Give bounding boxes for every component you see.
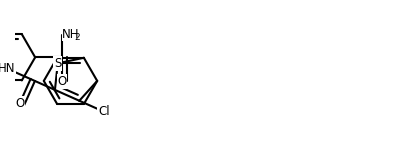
Text: O: O	[57, 75, 66, 88]
Text: Cl: Cl	[98, 105, 109, 118]
Text: S: S	[54, 57, 61, 70]
Text: O: O	[15, 97, 24, 110]
Text: 2: 2	[74, 33, 80, 43]
Text: NH: NH	[62, 28, 79, 41]
Text: HN: HN	[0, 62, 15, 75]
